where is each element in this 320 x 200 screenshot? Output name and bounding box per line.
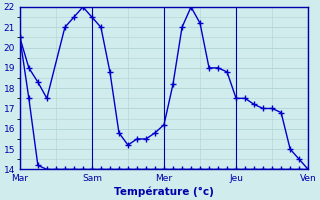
X-axis label: Température (°c): Température (°c)	[114, 186, 214, 197]
